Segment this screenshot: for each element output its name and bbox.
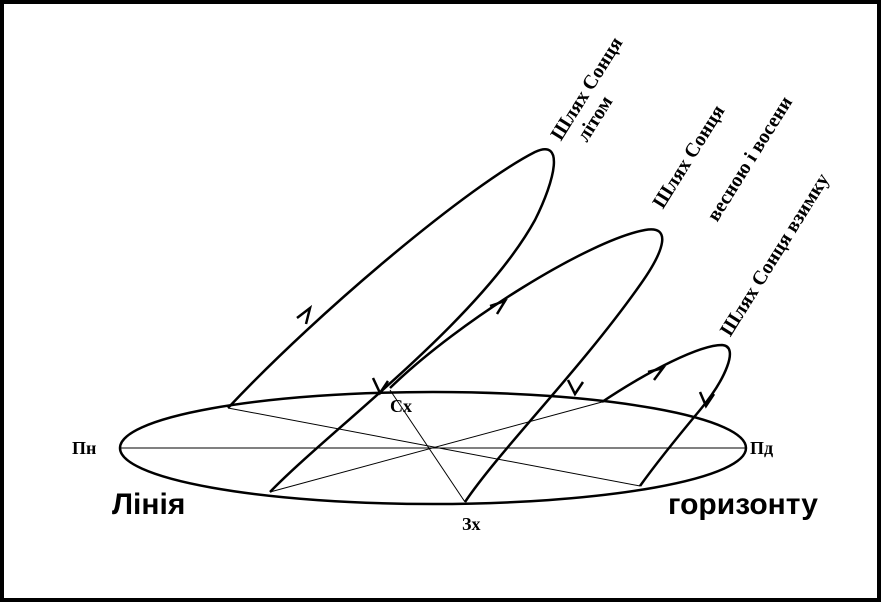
west-label: Зх (462, 514, 481, 534)
north-label: Пн (72, 438, 96, 458)
arrow (698, 391, 716, 409)
summer-chord (227, 407, 641, 487)
arrow (566, 379, 585, 397)
arrow (296, 304, 313, 325)
arrow (371, 377, 390, 396)
south-label: Пд (750, 438, 773, 458)
winter-chord (269, 401, 603, 493)
horizon-label-1: Лінія (112, 488, 185, 521)
arrow (647, 365, 667, 381)
east-label: Сх (390, 396, 412, 416)
summer-sun-path (227, 148, 556, 493)
horizon-label-2: горизонту (668, 488, 818, 521)
winter-sun-path (601, 343, 732, 487)
arrow (489, 298, 508, 315)
